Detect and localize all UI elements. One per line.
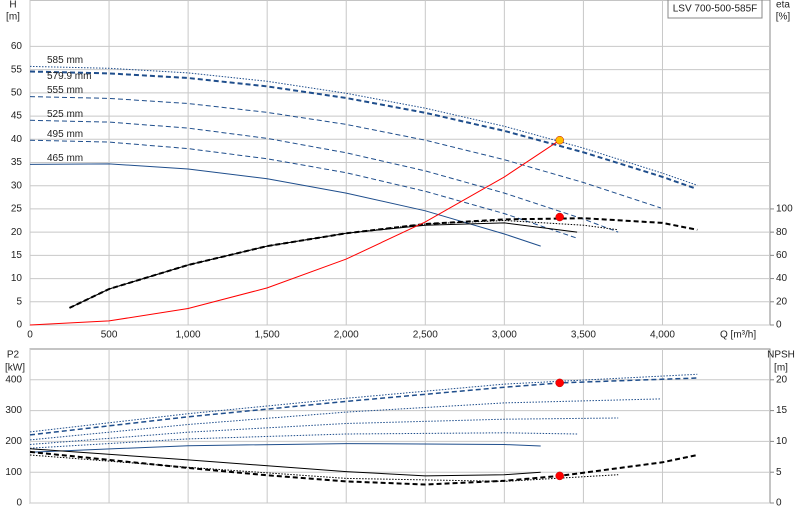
- y-tick-label: 30: [11, 180, 23, 191]
- curve-label: 525 mm: [47, 109, 83, 120]
- curve-label: 495 mm: [47, 129, 83, 140]
- curve: [29, 432, 578, 449]
- x-tick-label: 4,000: [650, 330, 675, 341]
- y-tick-label: 10: [11, 273, 23, 284]
- y-tick-label: 50: [11, 87, 23, 98]
- curve: [29, 398, 661, 441]
- curve: [29, 450, 698, 486]
- curve: [29, 163, 541, 247]
- curve: [29, 139, 578, 239]
- curve: [29, 448, 541, 477]
- x-tick-label: 1,000: [176, 330, 201, 341]
- y2-tick-label: 10: [776, 436, 788, 447]
- y2-axis-unit: [m]: [774, 363, 788, 374]
- y-tick-label: 45: [11, 111, 23, 122]
- x-tick-label: 0: [27, 330, 33, 341]
- y-tick-label: 55: [11, 64, 23, 75]
- y-tick-label: 5: [16, 296, 22, 307]
- y-tick-label: 60: [11, 41, 23, 52]
- curve: [29, 454, 619, 482]
- y2-tick-label: 5: [776, 467, 782, 478]
- y-tick-label: 35: [11, 157, 23, 168]
- curve: [29, 96, 662, 209]
- y2-tick-label: 0: [776, 498, 782, 509]
- y2-tick-label: 0: [776, 320, 782, 331]
- x-tick-label: 2,500: [413, 330, 438, 341]
- curve: [69, 222, 578, 309]
- y-tick-label: 15: [11, 250, 23, 261]
- y-axis-unit: [m]: [6, 12, 20, 23]
- operating-point: [555, 212, 564, 222]
- x-tick-label: 3,000: [492, 330, 517, 341]
- x-tick-label: 500: [101, 330, 118, 341]
- y-axis-label: H: [9, 0, 16, 11]
- y2-tick-label: 20: [776, 296, 788, 307]
- y-tick-label: 200: [5, 436, 22, 447]
- y2-axis-label: NPSH: [767, 350, 795, 361]
- curve-label: 555 mm: [47, 85, 83, 96]
- y-tick-label: 20: [11, 227, 23, 238]
- curve: [29, 119, 619, 233]
- bottom-plot-frame: [29, 348, 771, 504]
- y-tick-label: 25: [11, 204, 23, 215]
- y2-axis-unit: [%]: [776, 12, 791, 23]
- y-tick-label: 400: [5, 374, 22, 385]
- y2-tick-label: 100: [776, 204, 793, 215]
- y2-axis-label: eta: [776, 0, 790, 11]
- curve: [29, 70, 695, 189]
- y-tick-label: 100: [5, 467, 22, 478]
- curve: [69, 219, 619, 309]
- curve: [29, 373, 698, 433]
- x-tick-label: 3,500: [571, 330, 596, 341]
- y-tick-label: 0: [16, 498, 22, 509]
- curve: [29, 377, 698, 436]
- y2-tick-label: 60: [776, 250, 788, 261]
- operating-point: [555, 135, 564, 145]
- x-tick-label: 2,000: [334, 330, 359, 341]
- y2-tick-label: 40: [776, 273, 788, 284]
- chart-title: LSV 700-500-585F: [673, 4, 758, 15]
- y-tick-label: 300: [5, 405, 22, 416]
- y-axis-unit: [kW]: [5, 363, 25, 374]
- y2-tick-label: 80: [776, 227, 788, 238]
- y2-tick-label: 20: [776, 374, 788, 385]
- title-box: [667, 0, 763, 19]
- curve: [29, 443, 541, 453]
- y-tick-label: 40: [11, 134, 23, 145]
- curve-label: 579.9 mm: [47, 71, 91, 82]
- curve: [29, 65, 698, 186]
- curve: [29, 139, 560, 326]
- y-tick-label: 0: [16, 320, 22, 331]
- y-axis-label: P2: [7, 350, 20, 361]
- curve-label: 465 mm: [47, 153, 83, 164]
- y2-tick-label: 15: [776, 405, 788, 416]
- curve: [29, 417, 619, 445]
- curve-label: 585 mm: [47, 55, 83, 66]
- operating-point: [555, 378, 564, 388]
- operating-point: [555, 471, 564, 481]
- x-tick-label: 1,500: [255, 330, 280, 341]
- x-axis-label: Q [m³/h]: [720, 330, 756, 341]
